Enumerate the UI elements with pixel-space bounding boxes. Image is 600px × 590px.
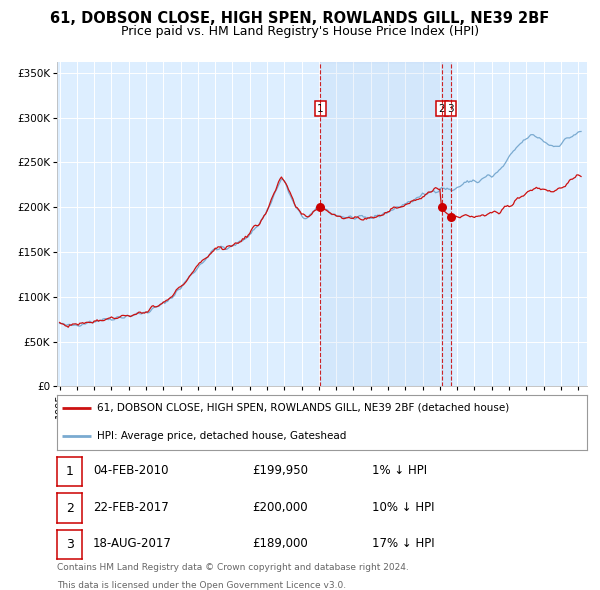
Text: £199,950: £199,950: [252, 464, 308, 477]
Text: 10% ↓ HPI: 10% ↓ HPI: [372, 501, 434, 514]
Text: 1: 1: [317, 104, 324, 114]
Text: £200,000: £200,000: [252, 501, 308, 514]
Text: 3: 3: [448, 104, 454, 114]
Text: 3: 3: [65, 538, 74, 551]
Text: 1: 1: [65, 465, 74, 478]
Text: 17% ↓ HPI: 17% ↓ HPI: [372, 537, 434, 550]
Text: 2: 2: [65, 502, 74, 514]
Text: 61, DOBSON CLOSE, HIGH SPEN, ROWLANDS GILL, NE39 2BF (detached house): 61, DOBSON CLOSE, HIGH SPEN, ROWLANDS GI…: [97, 403, 509, 413]
Text: 1% ↓ HPI: 1% ↓ HPI: [372, 464, 427, 477]
Text: 04-FEB-2010: 04-FEB-2010: [93, 464, 169, 477]
Text: 18-AUG-2017: 18-AUG-2017: [93, 537, 172, 550]
Text: Price paid vs. HM Land Registry's House Price Index (HPI): Price paid vs. HM Land Registry's House …: [121, 25, 479, 38]
Text: 61, DOBSON CLOSE, HIGH SPEN, ROWLANDS GILL, NE39 2BF: 61, DOBSON CLOSE, HIGH SPEN, ROWLANDS GI…: [50, 11, 550, 25]
Bar: [320, 62, 451, 386]
Text: HPI: Average price, detached house, Gateshead: HPI: Average price, detached house, Gate…: [97, 431, 346, 441]
Text: 2: 2: [439, 104, 445, 114]
Text: This data is licensed under the Open Government Licence v3.0.: This data is licensed under the Open Gov…: [57, 581, 346, 590]
Text: 22-FEB-2017: 22-FEB-2017: [93, 501, 169, 514]
Text: Contains HM Land Registry data © Crown copyright and database right 2024.: Contains HM Land Registry data © Crown c…: [57, 563, 409, 572]
Text: £189,000: £189,000: [252, 537, 308, 550]
